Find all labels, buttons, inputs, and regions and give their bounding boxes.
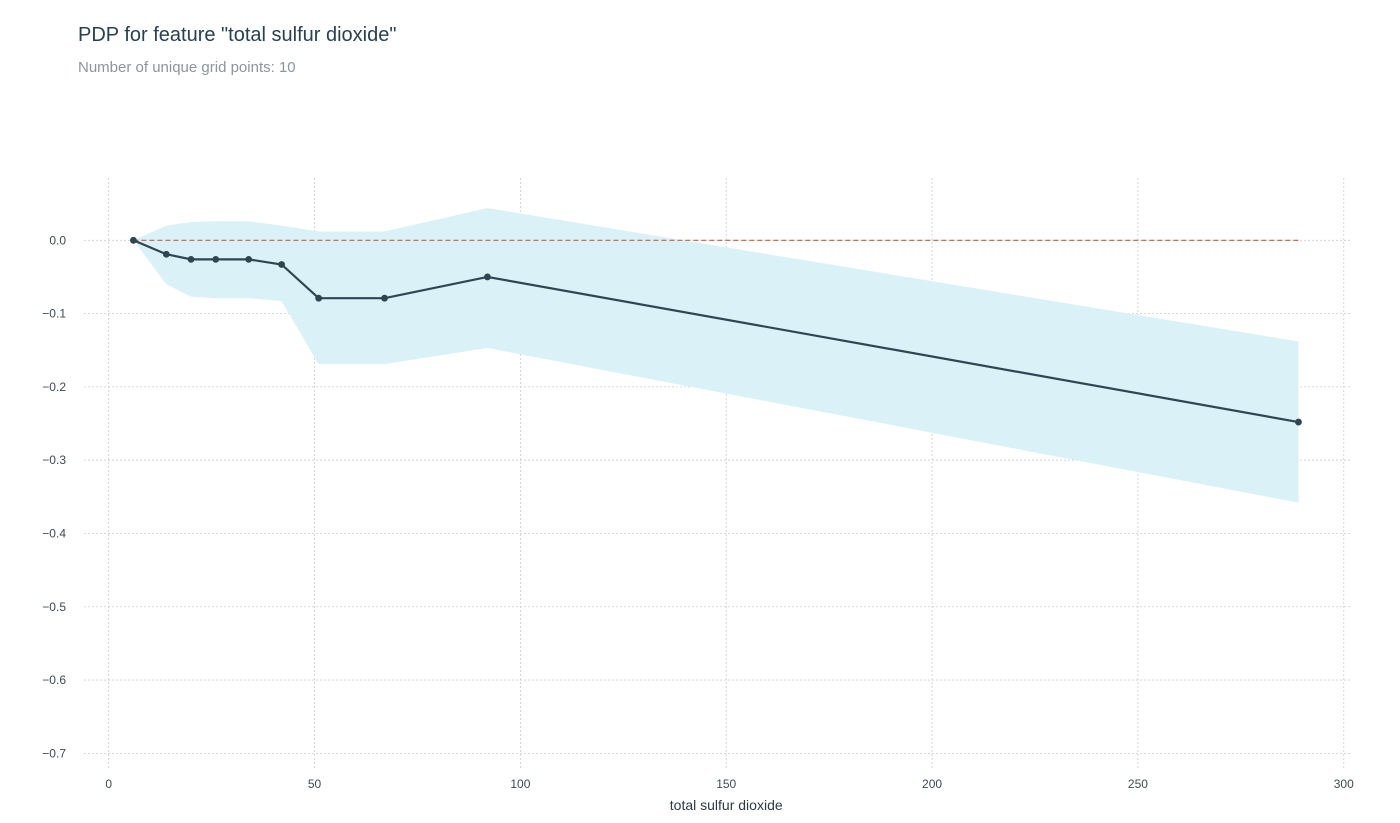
x-axis-label: total sulfur dioxide — [670, 797, 783, 813]
pdp-point — [163, 251, 170, 258]
x-tick-label: 0 — [105, 777, 112, 791]
y-axis-ticks: 0.0 −0.1 −0.2 −0.3 −0.4 −0.5 −0.6 −0.7 — [42, 233, 66, 760]
x-tick-label: 200 — [922, 777, 942, 791]
y-tick-label: −0.6 — [42, 673, 66, 687]
y-tick-label: −0.4 — [42, 526, 66, 540]
pdp-point — [484, 274, 491, 281]
x-axis-ticks: 0 50 100 150 200 250 300 — [105, 777, 1354, 791]
pdp-point — [381, 295, 388, 302]
x-tick-label: 100 — [510, 777, 530, 791]
pdp-point — [130, 237, 137, 244]
pdp-point — [245, 256, 252, 263]
y-tick-label: 0.0 — [49, 233, 66, 247]
x-tick-label: 150 — [716, 777, 736, 791]
pdp-point — [315, 295, 322, 302]
confidence-band — [133, 208, 1298, 503]
y-tick-label: −0.3 — [42, 453, 66, 467]
x-tick-label: 250 — [1128, 777, 1148, 791]
y-tick-label: −0.2 — [42, 380, 66, 394]
pdp-point — [278, 261, 285, 268]
pdp-point — [1295, 419, 1302, 426]
pdp-point — [212, 256, 219, 263]
pdp-point — [188, 256, 195, 263]
y-tick-label: −0.5 — [42, 600, 66, 614]
y-tick-label: −0.7 — [42, 746, 66, 760]
x-tick-label: 300 — [1334, 777, 1354, 791]
x-tick-label: 50 — [308, 777, 322, 791]
y-tick-label: −0.1 — [42, 307, 66, 321]
